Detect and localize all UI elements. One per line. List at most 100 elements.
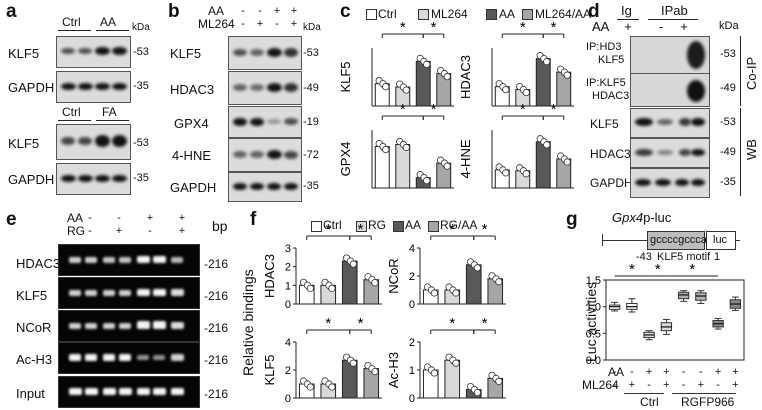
f-data-point	[495, 278, 503, 286]
c-data-point	[543, 141, 551, 149]
a-group-aa: AA	[100, 15, 117, 29]
f-legend-label: Ctrl	[323, 218, 342, 232]
f-y-tick-label: 1	[409, 365, 415, 377]
g-aa-sign: -	[681, 366, 686, 378]
g-plot-frame	[605, 279, 745, 361]
g-significance-star: *	[629, 261, 635, 278]
f-data-point	[452, 289, 460, 297]
d-coip-row1-line1: IP:HD3	[586, 41, 622, 53]
g-bracket-ctrl	[624, 393, 664, 394]
e-bp-input: -216	[204, 387, 229, 401]
b-blot-klf5	[228, 36, 302, 70]
f-data-point	[495, 377, 503, 385]
b-ml264-sign: -	[275, 18, 279, 30]
d-kda-wb-3: -35	[720, 176, 736, 188]
g-ml264-sign: +	[628, 379, 636, 391]
c-ylabel: KLF5	[338, 61, 353, 92]
b-blot-4hne	[228, 138, 302, 172]
d-kda-wb-2: -49	[720, 146, 736, 158]
f-significance-star: *	[358, 221, 364, 238]
b-row-4hne: 4-HNE	[172, 148, 212, 163]
g-pos-right: 1	[714, 251, 721, 263]
g-title-rest: p-luc	[643, 210, 672, 225]
a-blot-klf5-2	[56, 124, 131, 160]
e-bp-klf5: -216	[204, 289, 229, 303]
c-significance-star: *	[431, 19, 437, 36]
a-bracket-ctrl	[58, 30, 91, 31]
d-blot-wb-klf5	[630, 108, 710, 138]
d-kda-coip-1: -53	[720, 48, 736, 60]
c-legend-label: Ctrl	[378, 7, 397, 21]
a-kda-gapdh-2: -35	[133, 172, 149, 184]
d-blot-coip-hdac3	[630, 73, 710, 107]
b-cond-aa: AA	[208, 4, 225, 18]
g-ml264-sign: +	[663, 379, 670, 391]
a-blot-gapdh	[56, 71, 131, 103]
f-data-point	[349, 359, 358, 367]
c-data-point	[502, 86, 510, 94]
c-significance-star: *	[431, 101, 437, 118]
d-wb-row-klf5: KLF5	[590, 117, 619, 131]
b-blot-hdac3	[228, 71, 302, 105]
c-significance-star: *	[400, 101, 406, 118]
e-gel-ncor	[58, 310, 200, 342]
g-significance-star: *	[689, 261, 695, 278]
c-data-point	[382, 145, 390, 154]
b-kda-gpx4: -19	[303, 116, 319, 128]
g-promoter-tick	[602, 234, 603, 246]
d-kda: kDa	[719, 20, 739, 32]
g-motif-label: KLF5 motif	[657, 251, 711, 263]
b-blot-gapdh	[228, 172, 302, 202]
d-kda-coip-2: -49	[720, 82, 736, 94]
g-aa-sign: +	[663, 366, 670, 378]
c-data-point	[423, 177, 431, 185]
b-aa-sign: +	[290, 5, 298, 17]
f-significance-star: *	[482, 315, 488, 332]
f-y-tick-label: 0	[409, 299, 415, 311]
f-data-point	[452, 359, 460, 367]
b-row-hdac3: HDAC3	[170, 82, 215, 97]
b-ml264-sign: +	[290, 18, 298, 30]
f-data-point	[328, 383, 336, 391]
g-group-ctrl: Ctrl	[640, 395, 659, 409]
c-significance-star: *	[551, 19, 557, 36]
e-cond-rg: RG	[67, 224, 85, 238]
e-row-ach3: Ac-H3	[16, 352, 53, 367]
panel-a-kda: kDa	[132, 22, 150, 33]
f-y-tick-label: 2	[409, 271, 415, 283]
c-ylabel: GPX4	[338, 142, 353, 177]
f-significance-star: *	[325, 221, 331, 238]
d-blot-coip-klf5	[630, 36, 710, 74]
g-ml264-sign: +	[697, 379, 705, 391]
e-bp-ncor: -216	[204, 321, 229, 335]
d-ig-bracket	[617, 19, 639, 20]
g-cond-ml264: ML264	[582, 378, 619, 392]
e-cond-aa: AA	[67, 211, 84, 225]
d-wb-row-hdac3: HDAC3	[590, 147, 631, 161]
e-bp-ach3: -216	[204, 353, 229, 367]
g-bracket-rgfp966	[672, 393, 736, 394]
f-ylabel: NCoR	[386, 258, 401, 293]
f-y-tick-label: 2	[285, 365, 291, 377]
d-aa-label: AA	[592, 19, 610, 34]
b-ml264-sign: -	[241, 18, 245, 30]
d-kda-wb-1: -53	[720, 116, 736, 128]
e-bp: bp	[212, 218, 228, 234]
g-luc-box	[706, 231, 736, 250]
f-data-point	[328, 284, 336, 292]
e-aa-sign: -	[117, 212, 121, 224]
b-row-klf5: KLF5	[170, 46, 202, 61]
f-y-tick-label: 2	[285, 262, 291, 274]
d-coip-row2-line1: IP:KLF5	[586, 77, 626, 89]
panel-d-label: d	[588, 1, 600, 22]
b-aa-sign: -	[241, 5, 245, 17]
d-wb-bracket	[740, 108, 741, 196]
g-aa-sign: -	[630, 366, 634, 378]
d-coip-bracket	[740, 36, 741, 106]
b-kda-gapdh: -35	[303, 180, 319, 192]
f-legend-label: RG/AA	[440, 218, 478, 232]
c-ylabel: 4-HNE	[458, 139, 473, 178]
